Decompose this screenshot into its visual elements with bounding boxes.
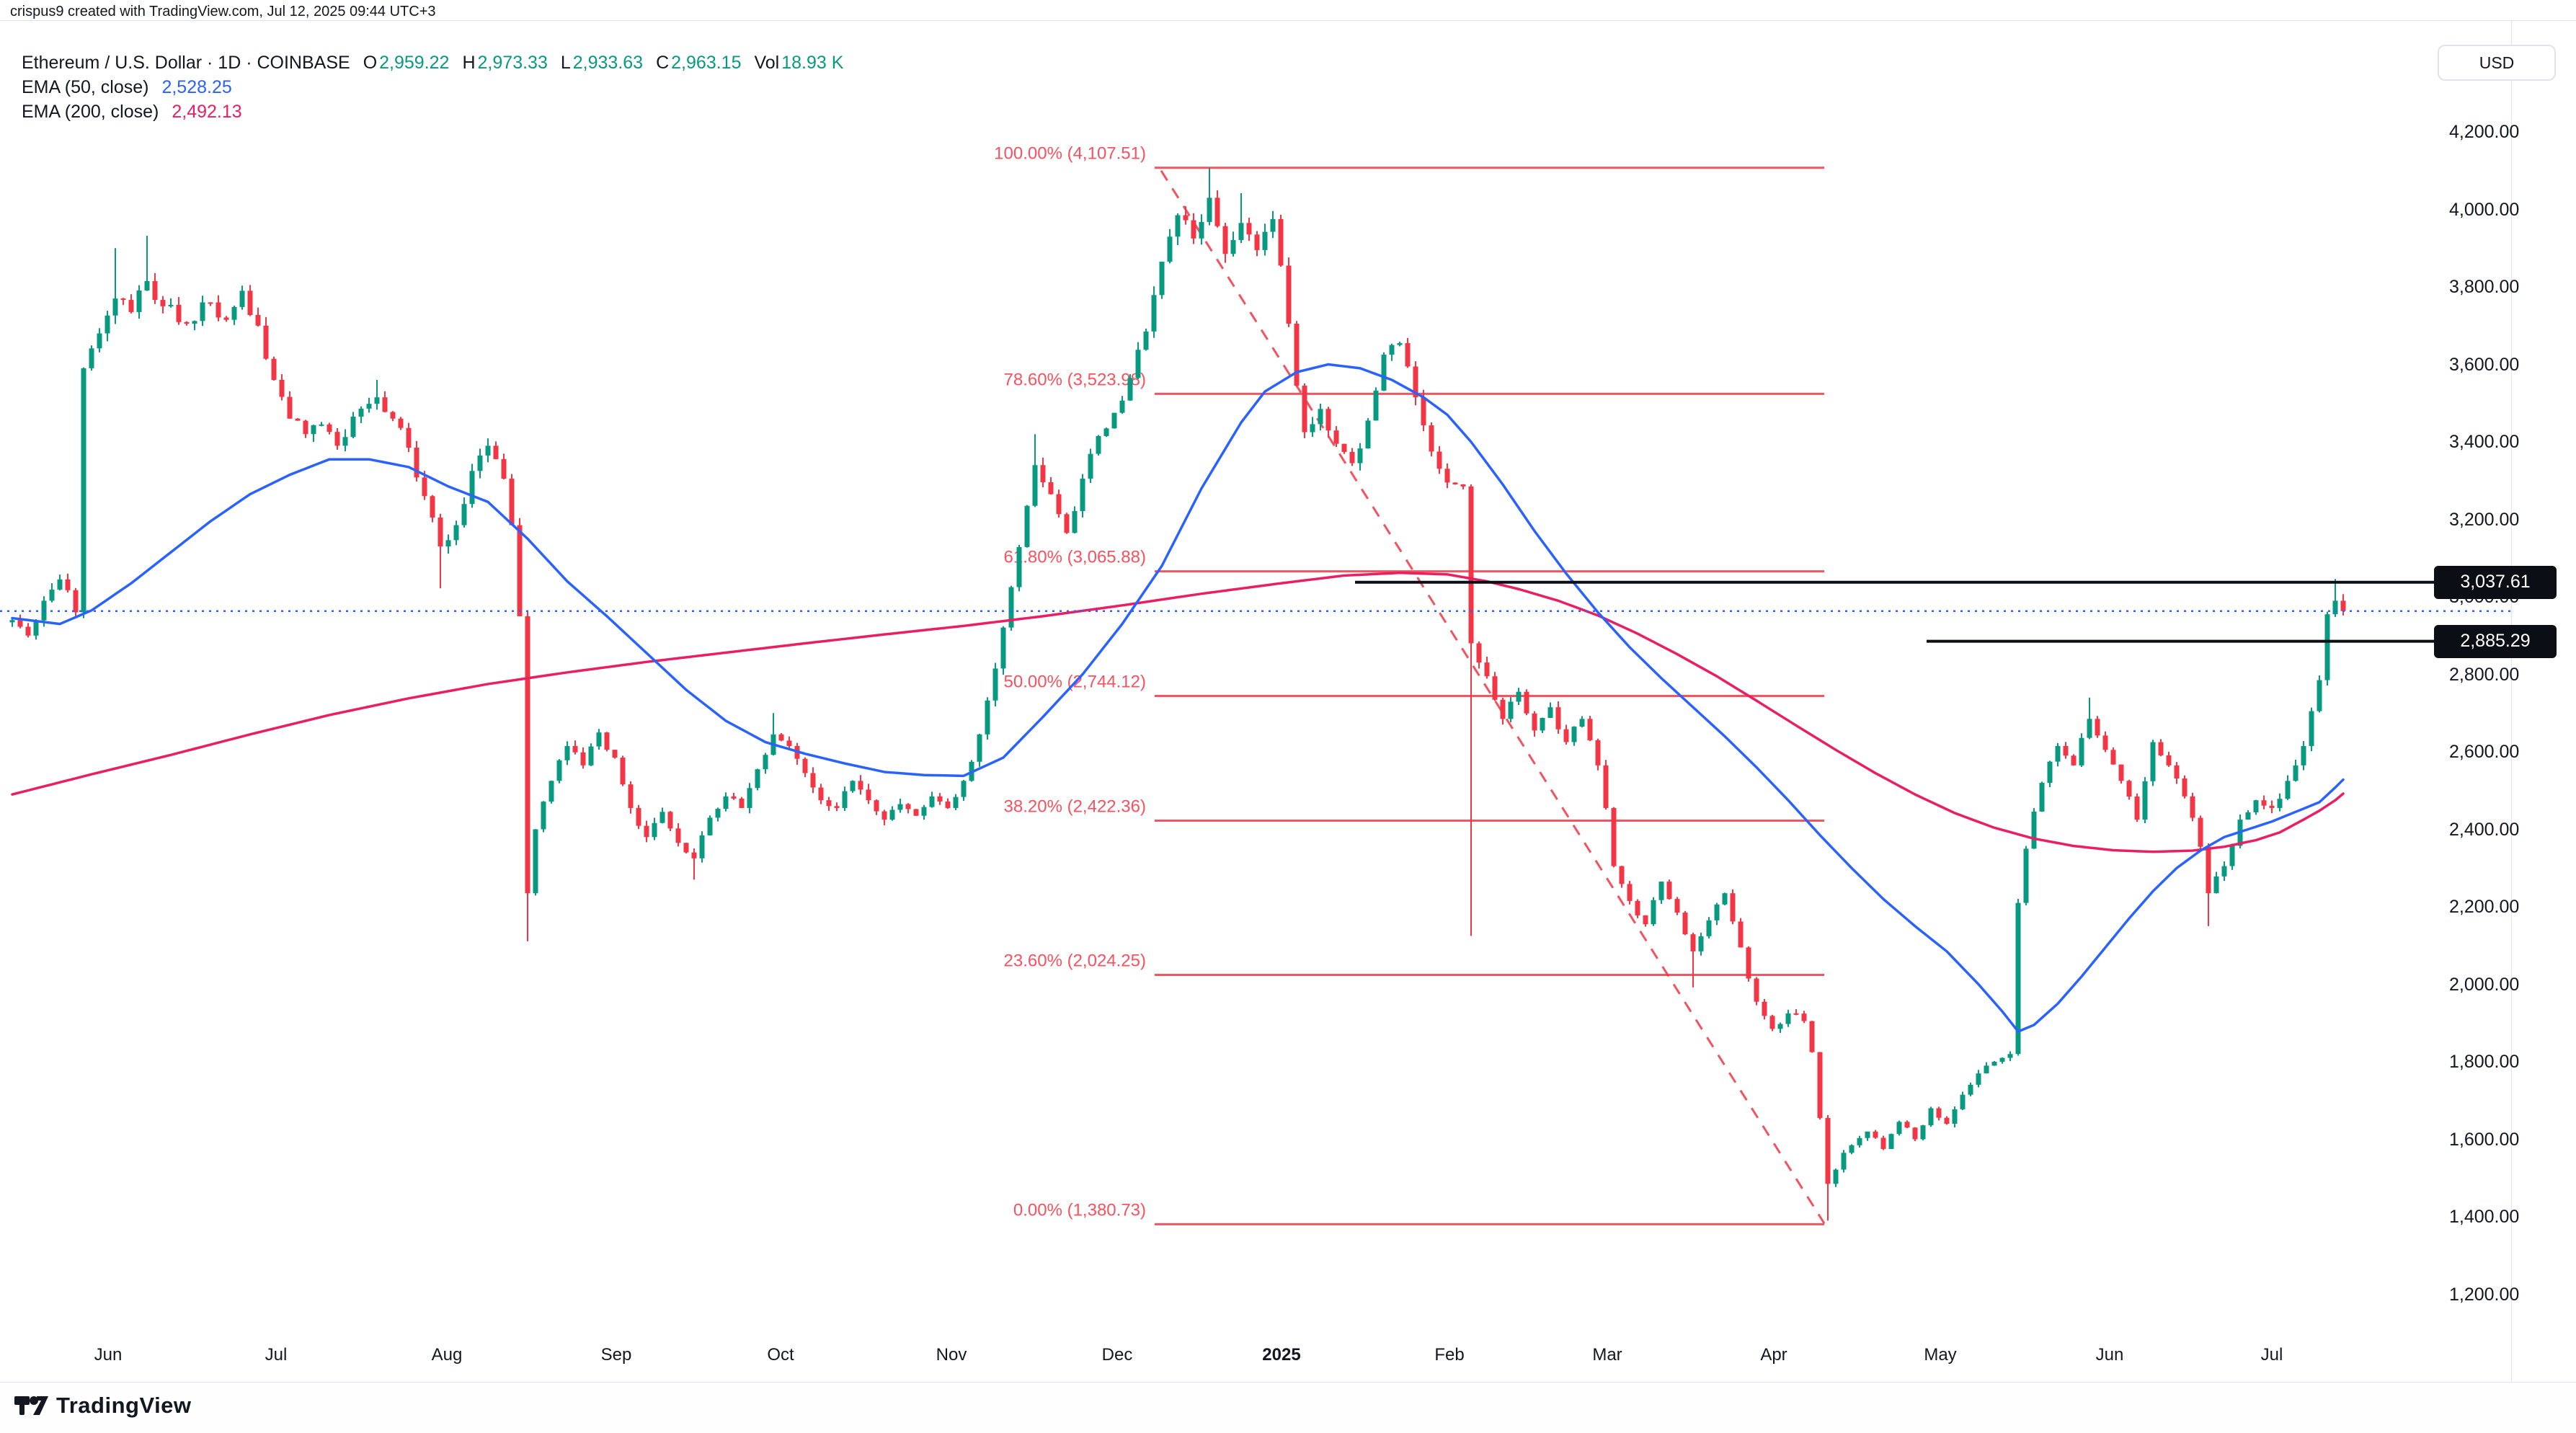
price-tick-2600: 2,600.00 — [2449, 742, 2520, 762]
fib-label-0.00%: 0.00% (1,380.73) — [1013, 1200, 1146, 1220]
time-label-Sep: Sep — [600, 1345, 632, 1365]
fib-label-100.00%: 100.00% (4,107.51) — [994, 144, 1146, 164]
price-tick-1400: 1,400.00 — [2449, 1207, 2520, 1227]
symbol-row: Ethereum / U.S. Dollar · 1D · COINBASE O… — [22, 50, 843, 75]
tradingview-brand[interactable]: TradingView — [14, 1393, 192, 1419]
time-label-Oct: Oct — [767, 1345, 794, 1365]
price-tick-1800: 1,800.00 — [2449, 1052, 2520, 1072]
symbol-title[interactable]: Ethereum / U.S. Dollar · 1D · COINBASE — [22, 52, 350, 73]
time-label-Jun: Jun — [2095, 1345, 2124, 1365]
fib-label-78.60%: 78.60% (3,523.98) — [1004, 370, 1146, 389]
ema50-line[interactable] — [11, 363, 2345, 1033]
price-tick-4000: 4,000.00 — [2449, 199, 2520, 220]
ema200-label[interactable]: EMA (200, close) — [22, 101, 159, 122]
time-label-Aug: Aug — [431, 1345, 463, 1365]
volume-readout: Vol 18.93 K — [754, 52, 844, 73]
time-label-Feb: Feb — [1434, 1345, 1465, 1365]
price-tick-2400: 2,400.00 — [2449, 819, 2520, 840]
panel-bottom-border — [0, 1382, 2576, 1383]
tradingview-wordmark: TradingView — [56, 1393, 192, 1418]
time-label-Jul: Jul — [2260, 1345, 2283, 1365]
time-label-Jun: Jun — [94, 1345, 123, 1365]
price-axis-separator — [2511, 20, 2512, 1382]
currency-toggle-button[interactable]: USD — [2438, 45, 2556, 81]
price-tick-2000: 2,000.00 — [2449, 974, 2520, 995]
fib-retracement[interactable]: 100.00% (4,107.51) 78.60% (3,523.98) 61.80… — [994, 144, 1824, 1225]
panel-top-border — [0, 20, 2576, 21]
price-line-label-lower: 2,885.29 — [2434, 624, 2557, 658]
time-label-Apr: Apr — [1760, 1345, 1787, 1365]
ema200-row: EMA (200, close) 2,492.13 — [22, 99, 843, 124]
ema50-value: 2,528.25 — [161, 76, 232, 97]
fib-label-38.20%: 38.20% (2,422.36) — [1004, 797, 1146, 816]
ema50-label[interactable]: EMA (50, close) — [22, 76, 149, 97]
time-label-Nov: Nov — [936, 1345, 967, 1365]
footer-strip — [0, 1383, 2576, 1433]
tradingview-logo-icon — [14, 1396, 48, 1415]
price-tick-2200: 2,200.00 — [2449, 897, 2520, 917]
fib-label-23.60%: 23.60% (2,024.25) — [1004, 951, 1146, 970]
price-tick-3200: 3,200.00 — [2449, 509, 2520, 530]
attribution-text: crispus9 created with TradingView.com, J… — [10, 4, 436, 19]
time-label-Mar: Mar — [1592, 1345, 1622, 1365]
price-tick-1600: 1,600.00 — [2449, 1129, 2520, 1150]
legend: Ethereum / U.S. Dollar · 1D · COINBASE O… — [22, 50, 843, 124]
ema200-value: 2,492.13 — [172, 101, 242, 122]
price-tick-2800: 2,800.00 — [2449, 664, 2520, 685]
ema200-line[interactable] — [11, 571, 2345, 853]
time-label-2025: 2025 — [1262, 1345, 1301, 1365]
candles[interactable] — [9, 167, 2346, 1221]
time-label-May: May — [1924, 1345, 1957, 1365]
ohlc-close: C 2,963.15 — [656, 52, 742, 73]
price-tick-3600: 3,600.00 — [2449, 354, 2520, 375]
fib-label-61.80%: 61.80% (3,065.88) — [1004, 548, 1146, 567]
time-label-Dec: Dec — [1101, 1345, 1133, 1365]
ema50-row: EMA (50, close) 2,528.25 — [22, 75, 843, 99]
time-label-Jul: Jul — [265, 1345, 288, 1365]
price-tick-3800: 3,800.00 — [2449, 277, 2520, 297]
ohlc-open: O 2,959.22 — [363, 52, 450, 73]
price-tick-3400: 3,400.00 — [2449, 432, 2520, 452]
ohlc-high: H 2,973.33 — [462, 52, 548, 73]
price-tick-4200: 4,200.00 — [2449, 122, 2520, 142]
price-line-label-upper: 3,037.61 — [2434, 565, 2557, 599]
price-tick-1200: 1,200.00 — [2449, 1284, 2520, 1305]
ohlc-low: L 2,933.63 — [560, 52, 644, 73]
